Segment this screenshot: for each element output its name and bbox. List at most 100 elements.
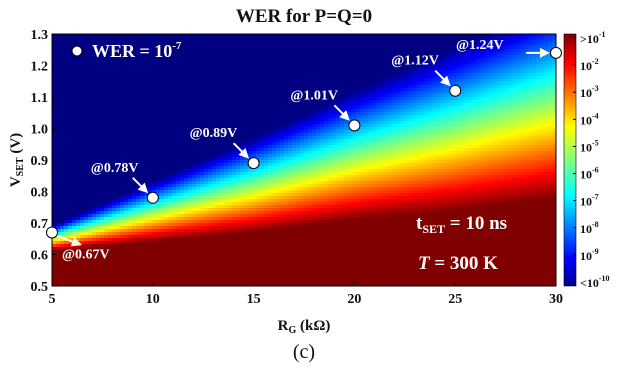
heatmap-cell bbox=[152, 127, 157, 131]
heatmap-cell bbox=[76, 37, 81, 41]
heatmap-cell bbox=[180, 121, 185, 125]
heatmap-cell bbox=[176, 145, 181, 149]
heatmap-cell bbox=[112, 91, 117, 95]
heatmap-cell bbox=[252, 253, 257, 257]
heatmap-cell bbox=[252, 115, 257, 119]
heatmap-cell bbox=[104, 259, 109, 263]
heatmap-cell bbox=[96, 139, 101, 143]
heatmap-cell bbox=[84, 262, 89, 266]
heatmap-cell bbox=[100, 271, 105, 275]
heatmap-cell bbox=[216, 106, 221, 110]
heatmap-cell bbox=[248, 79, 253, 83]
heatmap-cell bbox=[188, 160, 193, 164]
heatmap-cell bbox=[248, 190, 253, 194]
heatmap-cell bbox=[196, 76, 201, 80]
heatmap-cell bbox=[180, 232, 185, 236]
heatmap-cell bbox=[88, 118, 93, 122]
heatmap-cell bbox=[144, 100, 149, 104]
heatmap-cell bbox=[244, 100, 249, 104]
heatmap-cell bbox=[80, 187, 85, 191]
heatmap-cell bbox=[156, 100, 161, 104]
heatmap-cell bbox=[188, 283, 193, 286]
heatmap-cell bbox=[244, 175, 249, 179]
heatmap-cell bbox=[72, 223, 77, 227]
heatmap-cell bbox=[156, 181, 161, 185]
heatmap-cell bbox=[76, 61, 81, 65]
heatmap-cell bbox=[240, 181, 245, 185]
heatmap-cell bbox=[188, 106, 193, 110]
heatmap-cell bbox=[132, 172, 137, 176]
heatmap-cell bbox=[232, 241, 237, 245]
heatmap-cell bbox=[60, 187, 65, 191]
heatmap-cell bbox=[60, 58, 65, 62]
heatmap-cell bbox=[56, 190, 61, 194]
heatmap-cell bbox=[252, 133, 257, 137]
heatmap-cell bbox=[76, 193, 81, 197]
heatmap-cell bbox=[116, 61, 121, 65]
heatmap-cell bbox=[192, 202, 197, 206]
heatmap-cell bbox=[232, 178, 237, 182]
heatmap-cell bbox=[108, 67, 113, 71]
heatmap-cell bbox=[68, 196, 73, 200]
heatmap-cell bbox=[248, 178, 253, 182]
heatmap-cell bbox=[72, 94, 77, 98]
heatmap-cell bbox=[224, 217, 229, 221]
heatmap-cell bbox=[192, 58, 197, 62]
heatmap-cell bbox=[212, 277, 217, 281]
heatmap-cell bbox=[136, 64, 141, 68]
heatmap-cell bbox=[188, 262, 193, 266]
heatmap-cell bbox=[200, 235, 205, 239]
heatmap-cell bbox=[88, 202, 93, 206]
heatmap-cell bbox=[184, 190, 189, 194]
heatmap-cell bbox=[244, 130, 249, 134]
heatmap-cell bbox=[108, 283, 113, 286]
heatmap-cell bbox=[124, 151, 129, 155]
heatmap-cell bbox=[212, 145, 217, 149]
heatmap-cell bbox=[120, 265, 125, 269]
heatmap-cell bbox=[76, 109, 81, 113]
heatmap-cell bbox=[216, 55, 221, 59]
heatmap-cell bbox=[168, 169, 173, 173]
heatmap-cell bbox=[224, 34, 229, 38]
heatmap-cell bbox=[124, 43, 129, 47]
heatmap-cell bbox=[260, 43, 265, 47]
heatmap-cell bbox=[196, 133, 201, 137]
heatmap-cell bbox=[60, 172, 65, 176]
heatmap-cell bbox=[124, 223, 129, 227]
heatmap-cell bbox=[88, 73, 93, 77]
heatmap-cell bbox=[180, 43, 185, 47]
heatmap-cell bbox=[184, 208, 189, 212]
heatmap-cell bbox=[252, 100, 257, 104]
heatmap-cell bbox=[164, 187, 169, 191]
heatmap-cell bbox=[80, 205, 85, 209]
heatmap-cell bbox=[220, 229, 225, 233]
heatmap-cell bbox=[244, 76, 249, 80]
heatmap-cell bbox=[96, 97, 101, 101]
heatmap-cell bbox=[236, 127, 241, 131]
heatmap-cell bbox=[212, 271, 217, 275]
heatmap-cell bbox=[252, 181, 257, 185]
heatmap-cell bbox=[244, 235, 249, 239]
heatmap-cell bbox=[152, 211, 157, 215]
heatmap-cell bbox=[64, 232, 69, 236]
heatmap-cell bbox=[108, 94, 113, 98]
heatmap-cell bbox=[236, 235, 241, 239]
heatmap-cell bbox=[208, 181, 213, 185]
heatmap-cell bbox=[100, 196, 105, 200]
heatmap-cell bbox=[60, 271, 65, 275]
heatmap-cell bbox=[124, 247, 129, 251]
heatmap-cell bbox=[124, 244, 129, 248]
heatmap-cell bbox=[204, 121, 209, 125]
heatmap-cell bbox=[144, 34, 149, 38]
heatmap-cell bbox=[68, 220, 73, 224]
heatmap-cell bbox=[168, 88, 173, 92]
heatmap-cell bbox=[116, 205, 121, 209]
heatmap-cell bbox=[60, 175, 65, 179]
heatmap-cell bbox=[84, 34, 89, 38]
heatmap-cell bbox=[88, 37, 93, 41]
heatmap-cell bbox=[180, 64, 185, 68]
heatmap-cell bbox=[176, 241, 181, 245]
heatmap-cell bbox=[108, 247, 113, 251]
heatmap-cell bbox=[212, 265, 217, 269]
heatmap-cell bbox=[244, 205, 249, 209]
